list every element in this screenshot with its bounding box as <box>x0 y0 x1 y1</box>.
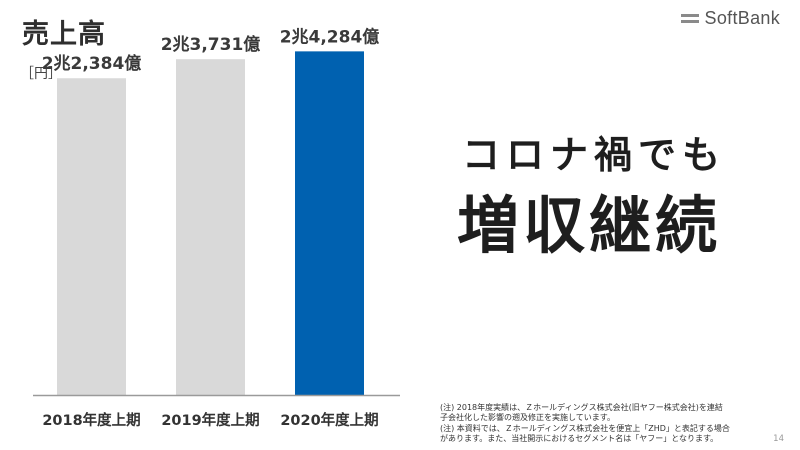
revenue-bar-chart: 2兆2,384億 2018年度上期 2兆3,731億 2019年度上期 2兆4,284億… <box>33 26 400 429</box>
footnotes: (注) 2018年度実績は、Ｚホールディングス株式会社(旧ヤフー株式会社)を連結… <box>440 403 770 445</box>
softbank-bars-icon <box>680 14 699 23</box>
page-number: 14 <box>773 434 784 444</box>
slogan-line-2: 増収継続 <box>457 189 722 262</box>
footnote-line: (注) 本資料では、Ｚホールディングス株式会社を便宜上「ZHD」と表記する場合 <box>440 423 730 433</box>
footnote-line: があります。また、当社開示におけるセグメント名は「ヤフー」となります。 <box>440 434 719 444</box>
footnote-line: (注) 2018年度実績は、Ｚホールディングス株式会社(旧ヤフー株式会社)を連結 <box>440 403 723 412</box>
brand-logo: SoftBank <box>680 8 780 29</box>
footnote-line: 子会社化した影響の遡及修正を実施しています。 <box>440 413 615 423</box>
category-label: 2020年度上期 <box>280 411 378 429</box>
bar-value-label: 2兆3,731億 <box>161 34 261 55</box>
slogan-line-1: コロナ禍でも <box>462 133 727 177</box>
bar-1 <box>57 78 126 395</box>
bar-2 <box>176 59 245 396</box>
bar-3 <box>295 51 364 395</box>
unit-label: ［円］ <box>20 66 62 82</box>
page-title: 売上高 <box>22 19 106 50</box>
bar-value-label: 2兆2,384億 <box>42 53 142 74</box>
category-label: 2018年度上期 <box>42 411 140 429</box>
brand-name: SoftBank <box>704 8 780 28</box>
category-label: 2019年度上期 <box>161 411 259 429</box>
bar-value-label: 2兆4,284億 <box>280 26 380 47</box>
